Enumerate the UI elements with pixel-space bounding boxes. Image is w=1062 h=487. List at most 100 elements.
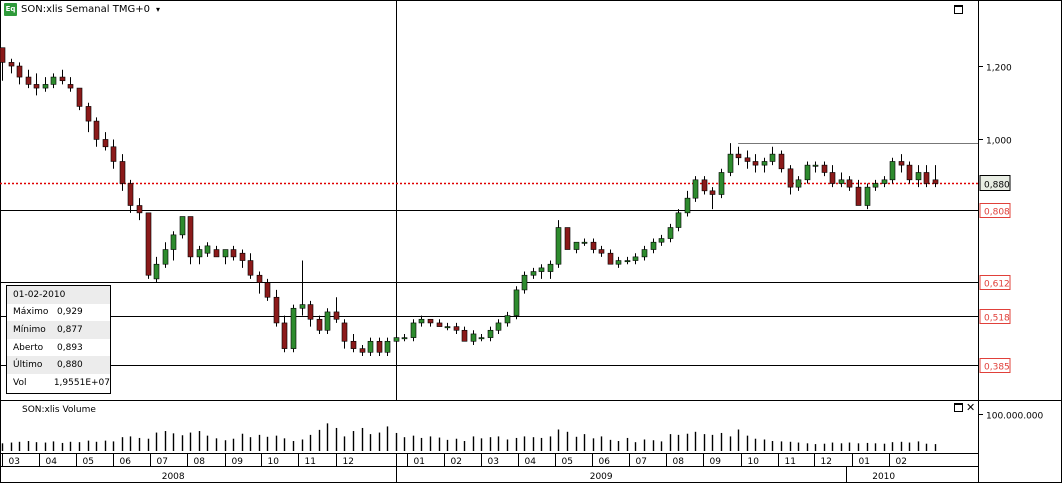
candle-body (487, 329, 494, 338)
maximize-price-panel-icon[interactable] (954, 5, 963, 14)
candle-body (513, 289, 520, 316)
candle-body (290, 307, 297, 349)
candle-body (102, 139, 109, 148)
volume-tick-label: 100.000.000 (986, 412, 1044, 422)
candle-body (33, 84, 40, 89)
level-label: 0,518 (984, 314, 1010, 324)
info-row-volume: Vol 1,9551E+07 (7, 374, 110, 392)
candle-body (478, 337, 485, 340)
candle-body (119, 161, 126, 184)
candle-body (564, 227, 571, 250)
candle-body (444, 326, 451, 329)
candle-body (230, 249, 237, 258)
candle-body (162, 249, 169, 265)
candle-body (538, 267, 545, 272)
candle-body (93, 120, 100, 140)
candle-body (239, 252, 246, 261)
candle-body (367, 340, 374, 353)
candle-body (667, 227, 674, 239)
level-label: 0,808 (984, 208, 1010, 218)
info-label: Máximo (13, 307, 49, 318)
month-label: 09 (232, 457, 244, 467)
month-label: 03 (488, 457, 499, 467)
candle-body (350, 340, 357, 349)
candle-body (804, 164, 811, 181)
candle-body (307, 304, 314, 320)
candle-body (67, 84, 74, 89)
year-label: 2010 (872, 472, 895, 482)
candle-body (521, 274, 528, 291)
month-label: 06 (120, 457, 132, 467)
year-label: 2008 (162, 472, 185, 482)
candle-body (547, 263, 554, 272)
info-value: 0,893 (57, 342, 83, 353)
candle-body (187, 216, 194, 258)
candle-body (179, 216, 186, 236)
month-label: 12 (343, 457, 354, 467)
candle-body (299, 304, 306, 309)
close-volume-panel-icon[interactable]: ✕ (966, 401, 976, 414)
candle-body (658, 238, 665, 243)
candle-body (384, 340, 391, 353)
chart-header[interactable]: Eq SON:xlis Semanal TMG+0 ▾ (4, 2, 160, 16)
candle-body (573, 241, 580, 250)
candle-body (247, 260, 254, 276)
month-label: 06 (599, 457, 611, 467)
maximize-volume-panel-icon[interactable] (954, 403, 963, 412)
info-value: 1,9551E+07 (53, 377, 110, 388)
candle-body (898, 161, 905, 166)
candle-body (701, 179, 708, 192)
month-label: 04 (525, 457, 537, 467)
candle-body (495, 322, 502, 331)
candle-body (615, 260, 622, 265)
candle-body (915, 172, 922, 181)
info-value: 0,929 (57, 307, 83, 318)
candle-body (821, 164, 828, 173)
candle-body (0, 47, 6, 63)
month-label: 10 (748, 457, 760, 467)
candle-body (650, 241, 657, 250)
month-label: 05 (562, 457, 573, 467)
candle-body (324, 311, 331, 331)
candle-body (932, 179, 939, 184)
info-label: Mínimo (13, 324, 46, 335)
volume-panel-title: SON:xlis Volume (22, 405, 96, 415)
candle-body (264, 282, 271, 298)
info-row-high: Máximo 0,929 (7, 304, 110, 322)
level-label: 0,385 (984, 363, 1010, 373)
candle-body (170, 234, 177, 250)
candle-body (359, 348, 366, 353)
candle-body (846, 179, 853, 188)
candle-body (778, 153, 785, 170)
month-label: 07 (636, 457, 647, 467)
candle-body (838, 179, 845, 184)
candle-body (222, 249, 229, 258)
info-row-open: Aberto 0,893 (7, 339, 110, 357)
month-label: 02 (451, 457, 462, 467)
info-row-low: Mínimo 0,877 (7, 321, 110, 339)
candle-body (581, 241, 588, 244)
candle-body (632, 256, 639, 261)
dropdown-arrow-icon[interactable]: ▾ (155, 4, 160, 14)
current-price-box (979, 175, 1011, 191)
candle-body (727, 153, 734, 173)
month-label: 08 (673, 457, 685, 467)
candle-body (624, 260, 631, 263)
level-label: 0,612 (984, 280, 1010, 290)
candle-body (16, 65, 23, 78)
info-value: 0,880 (57, 360, 83, 371)
instrument-title[interactable]: SON:xlis Semanal TMG+0 (21, 3, 150, 15)
month-label: 11 (305, 457, 316, 467)
candle-body (590, 241, 597, 250)
candle-body (427, 318, 434, 324)
candle-body (744, 157, 751, 162)
candle-body (59, 76, 66, 82)
candle-body (641, 249, 648, 258)
candle-body (333, 311, 340, 320)
candle-body (341, 322, 348, 342)
candle-body (855, 186, 862, 206)
candle-body (881, 179, 888, 184)
equity-logo-icon: Eq (4, 2, 17, 16)
